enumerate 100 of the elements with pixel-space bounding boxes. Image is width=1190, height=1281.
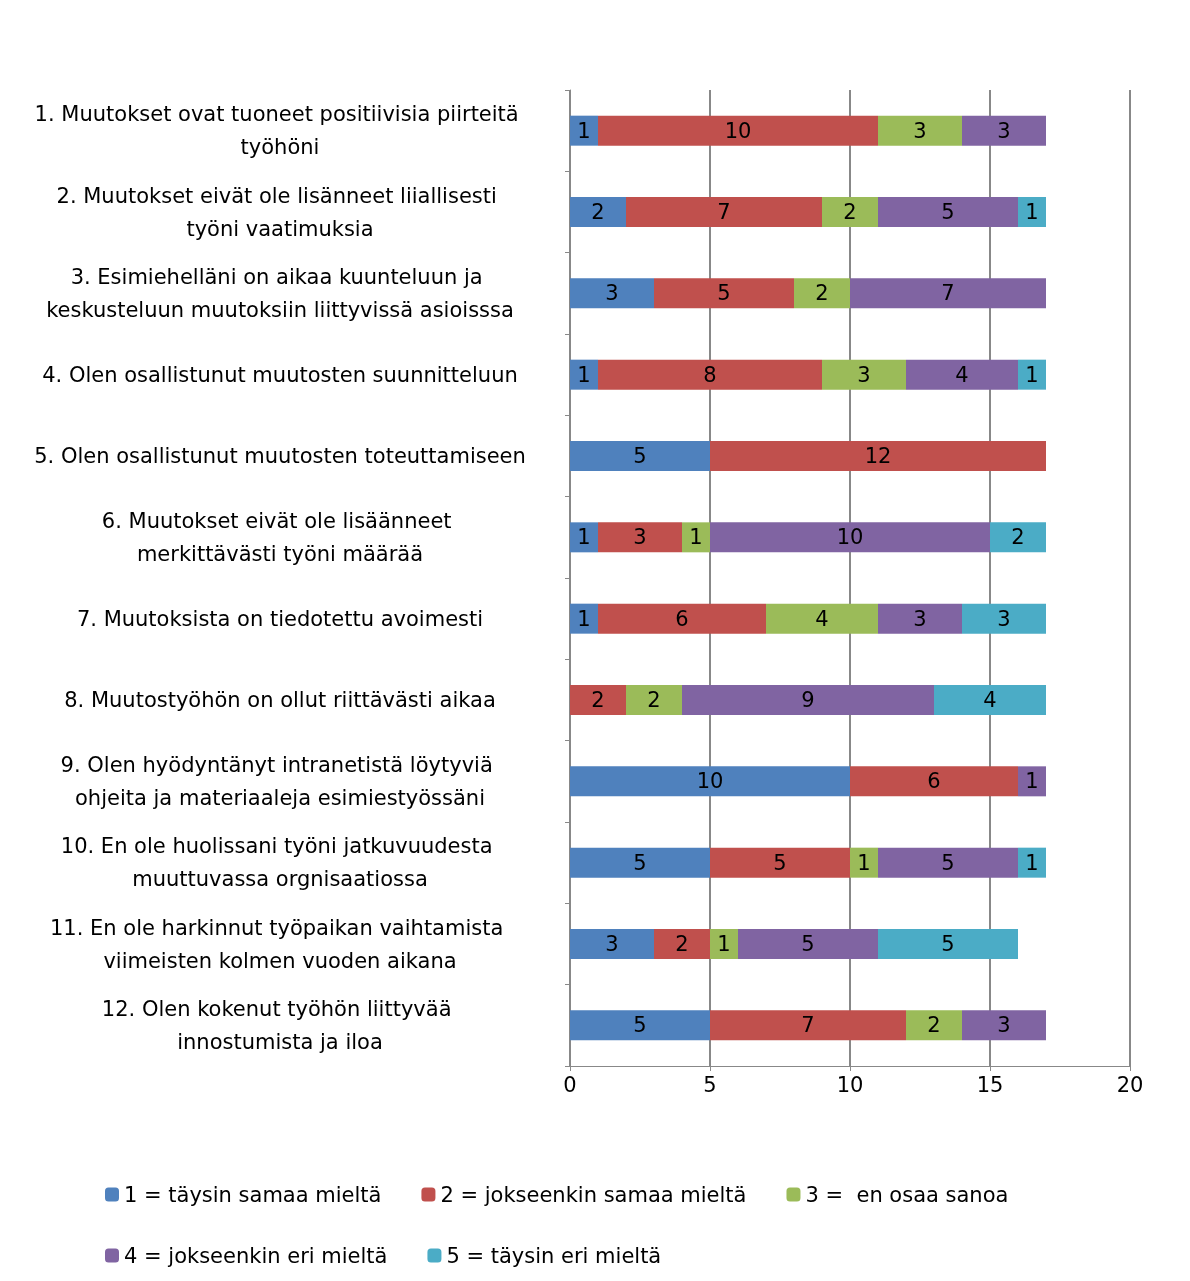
data-label: 5 [941,850,955,875]
bar [1018,847,1046,878]
bar [822,197,878,227]
y-tick-label: 4. Olen osallistunut muutosten suunnitteluun [42,362,518,387]
data-label: 10 [836,525,864,550]
bar [906,359,1018,390]
bar [598,115,878,146]
legend-label: 1 = täysin samaa mieltä [124,1182,382,1207]
data-label: 5 [941,200,955,224]
bar [570,359,598,390]
legend-label: 5 = täysin eri mieltä [446,1243,662,1268]
y-tick-label: 10. En ole huolissani työni jatkuvuudesta muuttuvassa orgnisaatiossa [60,834,500,892]
bar [878,115,962,146]
bar [710,441,1046,471]
bar [654,929,710,959]
data-label: 2 [591,688,605,712]
bar [1018,197,1046,227]
data-label: 5 [801,932,815,956]
y-tick-label: 2. Muutokset eivät ole lisänneet liiallisesti työni vaatimuksia [56,183,504,241]
x-tick-label: 15 [976,1072,1004,1097]
data-label: 4 [983,688,997,712]
data-label: 3 [605,932,619,956]
bar [570,603,598,634]
y-tick-label: 1. Muutokset ovat tuoneet positiivisia piirteitä työhöni [34,102,526,160]
bar [570,278,654,309]
data-label: 5 [941,932,955,956]
bar [570,197,626,227]
data-label: 1 [577,606,591,631]
bar [626,685,682,715]
y-tick-label: 6. Muutokset eivät ole lisäänneet merkittävästi työni määrää [101,508,459,566]
x-tick-label: 5 [703,1072,717,1097]
data-label: 3 [997,606,1011,631]
bar [878,603,962,634]
data-label: 1 [1025,850,1039,875]
bar [878,197,1018,227]
x-tick-label: 10 [836,1072,864,1097]
bar [710,929,738,959]
y-tick-label: 3. Esimiehelläni on aikaa kuunteluun ja keskusteluun muutoksiin liittyvissä asioisssa [46,264,514,322]
data-label: 4 [815,606,829,631]
data-label: 7 [801,1013,815,1038]
data-label: 6 [927,769,941,794]
bar [710,1010,906,1041]
bar [598,522,682,553]
bar [570,1010,710,1041]
bar [906,1010,962,1041]
data-label: 4 [955,362,969,387]
data-label: 3 [913,606,927,631]
data-label: 3 [605,281,619,306]
legend-label: 2 = jokseenkin samaa mieltä [440,1182,747,1207]
data-label: 1 [689,525,703,550]
data-label: 12 [864,444,892,468]
bar [570,441,710,471]
bar [598,603,766,634]
bar [654,278,794,309]
bar [850,766,1018,797]
data-label: 1 [1025,200,1039,224]
data-label: 9 [801,688,815,712]
bar [738,929,878,959]
bar [598,359,822,390]
bar [850,847,878,878]
bar [570,766,850,797]
bar [766,603,878,634]
data-label: 5 [633,850,647,875]
bar [682,522,710,553]
data-label: 1 [857,850,871,875]
data-label: 1 [577,118,591,143]
x-tick-label: 0 [563,1072,577,1097]
y-tick-label: 9. Olen hyödyntänyt intranetistä löytyviä ohjeita ja materiaaleja esimiestyössäni [60,752,500,810]
bar [710,847,850,878]
data-label: 10 [696,769,724,794]
bar [878,847,1018,878]
legend-label: 3 = en osaa sanoa [805,1182,1009,1207]
y-tick-label: 12. Olen kokenut työhön liittyvää innostumista ja iloa [101,996,459,1054]
bar [1018,359,1046,390]
y-tick-label: 5. Olen osallistunut muutosten toteuttamiseen [34,444,526,468]
data-label: 3 [913,118,927,143]
data-label: 2 [647,688,661,712]
bar [570,685,626,715]
data-label: 2 [815,281,829,306]
y-tick-label: 8. Muutostyöhön on ollut riittävästi aikaa [64,688,496,712]
bar [710,522,990,553]
bar [682,685,934,715]
data-label: 1 [577,362,591,387]
y-tick-label: 11. En ole harkinnut työpaikan vaihtamista viimeisten kolmen vuoden aikana [50,915,510,973]
data-label: 3 [997,118,1011,143]
bar [570,929,654,959]
bar [878,929,1018,959]
data-label: 3 [633,525,647,550]
data-label: 1 [717,932,731,956]
bar [794,278,850,309]
data-label: 1 [1025,362,1039,387]
bar [1018,766,1046,797]
bar [934,685,1046,715]
bar [626,197,822,227]
bar [962,1010,1046,1041]
data-label: 2 [591,200,605,224]
data-label: 5 [773,850,787,875]
y-tick-label: 7. Muutoksista on tiedotettu avoimesti [76,606,484,631]
data-label: 5 [633,1013,647,1038]
bar [962,603,1046,634]
